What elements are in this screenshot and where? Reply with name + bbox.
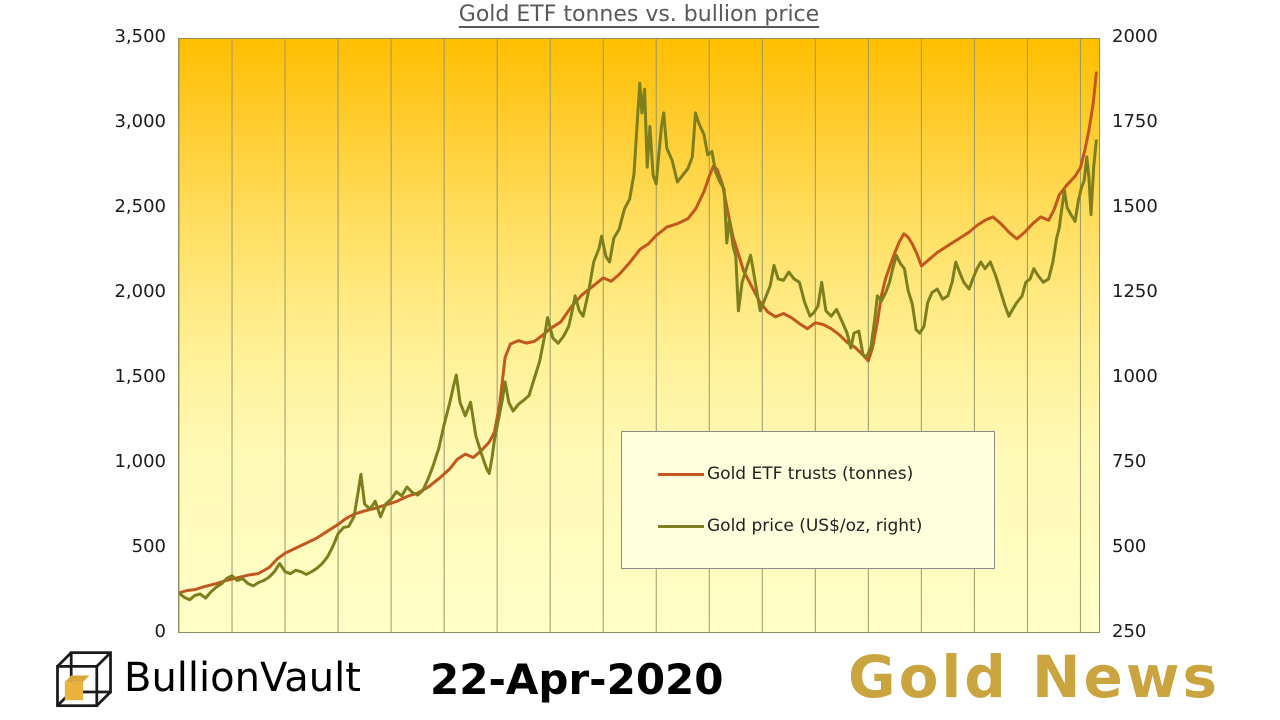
legend-item-price: Gold price (US$/oz, right) xyxy=(658,516,994,536)
chart-title: Gold ETF tonnes vs. bullion price xyxy=(458,2,820,27)
y-axis-left: 3,500 3,000 2,500 2,000 1,500 1,000 500 0 xyxy=(0,26,166,642)
axis-tick-label: 2,500 xyxy=(114,196,166,217)
axis-tick-label: 750 xyxy=(1112,451,1147,472)
axis-tick-label: 2,000 xyxy=(114,281,166,302)
footer-bar: BullionVault 22-Apr-2020 Gold News xyxy=(0,643,1280,720)
axis-tick-label: 500 xyxy=(131,536,166,557)
axis-tick-label: 3,500 xyxy=(114,26,166,47)
series-line xyxy=(179,81,1098,602)
date-label: 22-Apr-2020 xyxy=(430,655,724,704)
y-axis-right: 2000 1750 1500 1250 1000 750 500 250 xyxy=(1112,26,1202,642)
axis-tick-label: 1750 xyxy=(1112,111,1158,132)
price-line-swatch xyxy=(658,524,704,528)
axis-tick-label: 1250 xyxy=(1112,281,1158,302)
axis-tick-label: 250 xyxy=(1112,621,1147,642)
legend: Gold ETF trusts (tonnes) Gold price (US$… xyxy=(621,431,995,569)
legend-label-etf: Gold ETF trusts (tonnes) xyxy=(707,464,914,484)
gold-news-wordmark: Gold News xyxy=(847,643,1220,711)
legend-item-etf: Gold ETF trusts (tonnes) xyxy=(658,464,994,484)
etf-line-swatch xyxy=(658,472,704,476)
axis-tick-label: 500 xyxy=(1112,536,1147,557)
axis-tick-label: 1,500 xyxy=(114,366,166,387)
bullionvault-logo-icon xyxy=(56,651,112,708)
axis-tick-label: 1500 xyxy=(1112,196,1158,217)
axis-tick-label: 1,000 xyxy=(114,451,166,472)
axis-tick-label: 0 xyxy=(154,621,166,642)
legend-label-price: Gold price (US$/oz, right) xyxy=(707,516,923,536)
brand-name: BullionVault xyxy=(124,655,361,701)
axis-tick-label: 3,000 xyxy=(114,111,166,132)
axis-tick-label: 2000 xyxy=(1112,26,1158,47)
plot-area: Gold ETF trusts (tonnes) Gold price (US$… xyxy=(178,38,1100,633)
axis-tick-label: 1000 xyxy=(1112,366,1158,387)
